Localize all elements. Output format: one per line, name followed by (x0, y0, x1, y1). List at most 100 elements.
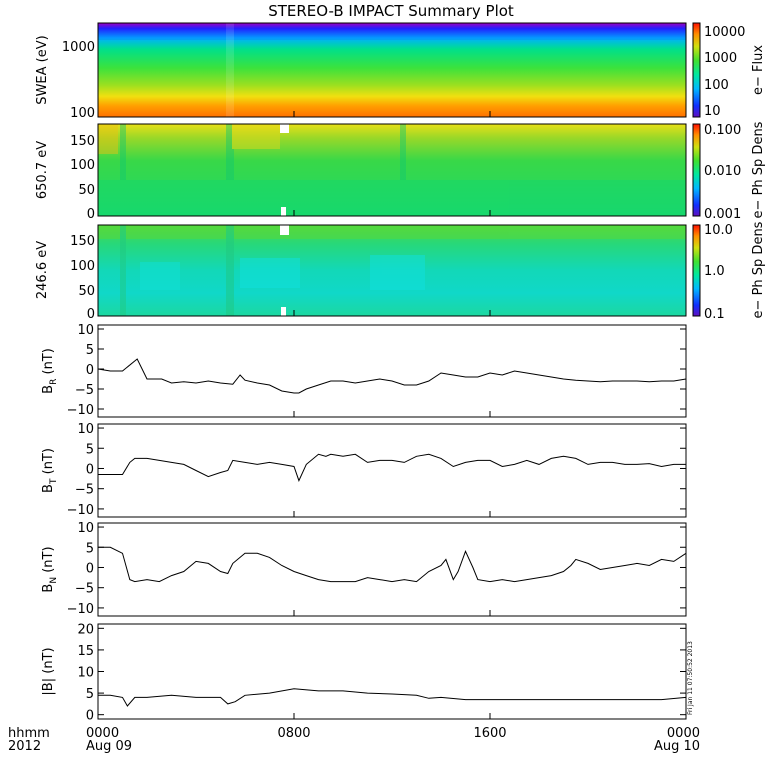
pad-246-ytick: 50 (78, 284, 95, 299)
y-tick-label: −5 (75, 582, 94, 597)
y-tick-label: −10 (67, 403, 94, 418)
panel-frame (97, 522, 687, 617)
pad-650-hotspot (232, 124, 280, 149)
series-line (98, 546, 687, 583)
field-panel-t: 10 5 0 −5 −10 BT (nT) (41, 422, 687, 518)
pad-650-frame (97, 123, 687, 217)
y-tick-label: 10 (77, 666, 94, 681)
pad-650-cbar-tick: 0.001 (704, 207, 741, 222)
swea-frame (97, 22, 687, 118)
field-ylabel: BT (nT) (41, 448, 59, 493)
y-tick-label: 0 (86, 462, 94, 477)
pad-650-spectrogram (98, 124, 686, 216)
field-ylabel-unit: (nT) (41, 348, 56, 378)
plot-title: STEREO-B IMPACT Summary Plot (268, 2, 514, 20)
swea-band-overlay (98, 30, 686, 40)
swea-ylabel: SWEA (eV) (35, 35, 50, 104)
pad-650-ylabel: 650.7 eV (35, 141, 50, 199)
series-line (98, 453, 686, 482)
pad-246-frame (97, 224, 687, 317)
pad-246-cbar-tick: 1.0 (704, 264, 725, 279)
field-ylabel-unit: (nT) (41, 448, 56, 478)
y-tick-label: 0 (86, 709, 94, 724)
swea-ytick-100: 100 (70, 106, 95, 121)
y-tick-label: 10 (77, 422, 94, 437)
x-tick-time: 0000 (86, 726, 119, 741)
pad-650-streak (226, 124, 234, 216)
panel-frame (97, 623, 687, 720)
swea-cbar-tick-10: 10 (704, 104, 721, 119)
field-ylabel-subscript: R (49, 379, 59, 385)
swea-streak (226, 23, 234, 117)
field-ylabel: |B| (nT) (41, 647, 56, 695)
field-ylabel-name: |B| (41, 678, 56, 696)
pad-650-cbar-tick: 0.010 (704, 164, 741, 179)
pad-650-gap (281, 207, 286, 216)
field-panel-r: 10 5 0 −5 −10 BR (nT) (41, 323, 687, 418)
pad-650-gap (280, 124, 289, 133)
y-tick-label: 0 (86, 363, 94, 378)
panel-frame (97, 324, 687, 418)
pad-246-colorbar (692, 224, 701, 317)
pad-650-colorbar-label: e− Ph Sp Dens (751, 121, 766, 218)
y-tick-label: 0 (86, 561, 94, 576)
pad-650-hotspot (98, 124, 118, 154)
field-ylabel-name: B (41, 385, 56, 394)
y-tick-label: 20 (77, 622, 94, 637)
pad-246-ylabel: 246.6 eV (35, 241, 50, 299)
field-ylabel-name: B (41, 484, 56, 493)
pad-246-hotspot (370, 255, 425, 290)
year-label: 2012 (8, 739, 41, 754)
pad-246-ytick: 150 (70, 234, 95, 249)
pad-650-ytick: 0 (87, 207, 95, 222)
y-tick-label: 5 (86, 343, 94, 358)
field-ylabel-name: B (41, 584, 56, 593)
swea-cbar-tick-10000: 10000 (704, 25, 745, 40)
pad-246-streak (226, 225, 234, 316)
pad-650-colorbar (692, 123, 701, 217)
pad-650-cbar-tick: 0.100 (704, 123, 741, 138)
time-format-label: hhmm (8, 726, 50, 741)
x-tick-time: 0000 (667, 726, 700, 741)
y-tick-label: 10 (77, 521, 94, 536)
pad-246-topband (98, 225, 686, 239)
y-tick-label: −5 (75, 383, 94, 398)
pad-650-ytick: 50 (78, 183, 95, 198)
pad-246-cbar-tick: 0.1 (704, 307, 725, 322)
swea-cbar-tick-100: 100 (704, 78, 729, 93)
pad-246-streak (120, 225, 126, 316)
pad-246-hotspot (240, 258, 300, 288)
panel-frame (97, 423, 687, 518)
pad-246-gap (280, 225, 289, 235)
field-ylabel: BR (nT) (41, 348, 59, 394)
y-tick-label: 5 (86, 442, 94, 457)
field-ylabel-subscript: N (49, 577, 59, 584)
pad-650-panel: 150 100 50 0 650.7 eV 0.100 0.010 0.001 … (35, 121, 766, 222)
y-tick-label: −10 (67, 602, 94, 617)
pad-246-panel: 150 100 50 0 246.6 eV 10.0 1.0 0.1 e− Ph… (35, 221, 766, 322)
pad-246-hotspot (140, 262, 180, 290)
y-tick-label: −5 (75, 483, 94, 498)
x-tick-time: 0800 (277, 726, 310, 741)
swea-cbar-tick-1000: 1000 (704, 51, 737, 66)
y-tick-label: −10 (67, 503, 94, 518)
pad-650-streak (120, 124, 126, 216)
series-line (97, 358, 687, 394)
pad-650-ytick: 100 (70, 158, 95, 173)
pad-246-colorbar-label: e− Ph Sp Dens (751, 221, 766, 318)
field-ylabel-unit: (nT) (41, 546, 56, 576)
pad-650-ytick: 150 (70, 134, 95, 149)
swea-ytick-1000: 1000 (62, 40, 95, 55)
x-tick-date: Aug 09 (86, 739, 132, 754)
swea-spectrogram (98, 23, 686, 117)
y-tick-label: 15 (77, 644, 94, 659)
swea-panel: 1000 100 SWEA (eV) 10000 1000 100 10 e− … (35, 22, 766, 121)
swea-colorbar (692, 22, 701, 118)
field-ylabel: BN (nT) (41, 546, 59, 592)
y-tick-label: 5 (86, 541, 94, 556)
pad-246-ytick: 0 (87, 307, 95, 322)
swea-colorbar-label: e− Flux (751, 45, 766, 95)
